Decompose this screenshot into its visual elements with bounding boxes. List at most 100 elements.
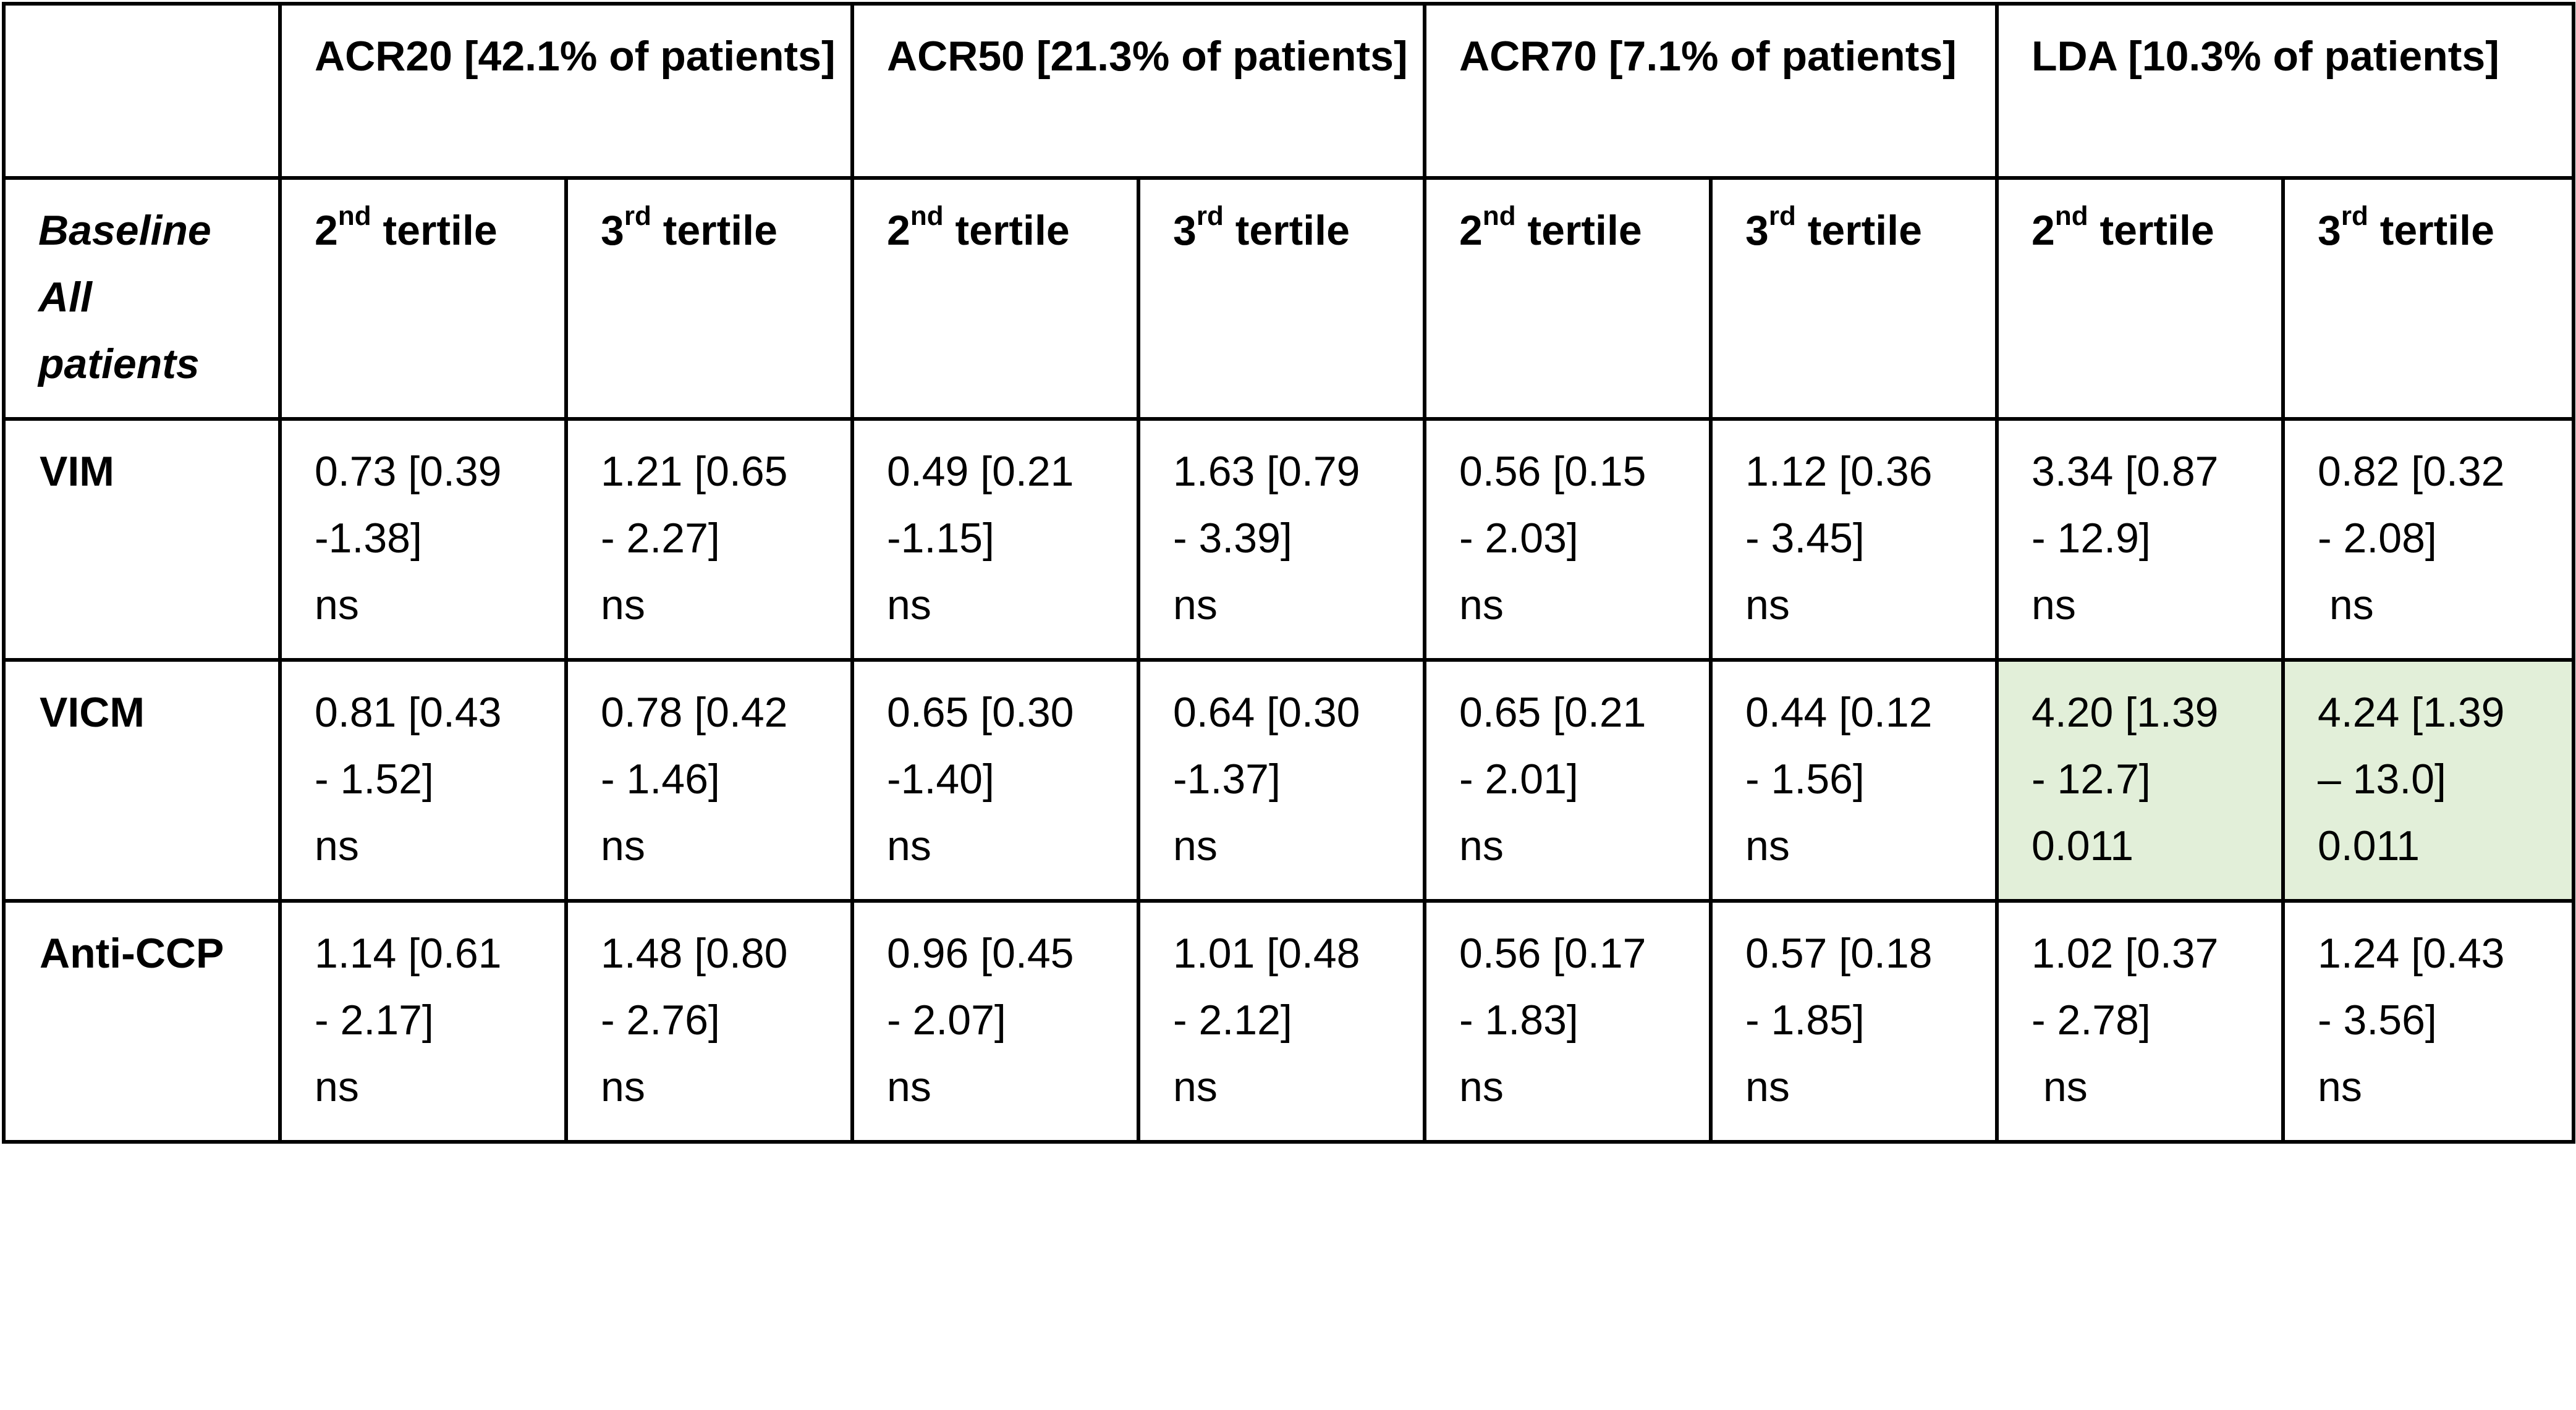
table-cell: 4.20 [1.39 - 12.7] 0.011 [1995, 658, 2285, 903]
cell-line: ns [2032, 1063, 2088, 1110]
table-cell: 1.48 [0.80 - 2.76] ns [564, 899, 854, 1144]
tertile-number: 3 [1173, 207, 1197, 254]
group-header-acr50: ACR50 [21.3% of patients] [850, 2, 1426, 180]
table-cell: 0.64 [0.30 -1.37] ns [1137, 658, 1426, 903]
cell-line: - 2.07] [887, 997, 1006, 1044]
cell-line: - 2.12] [1173, 997, 1292, 1044]
tertile-header-2nd: 2nd tertile [850, 176, 1140, 421]
cell-line: 1.14 [0.61 [315, 930, 502, 977]
cell-line: -1.15] [887, 515, 994, 562]
cell-line: - 2.01] [1459, 756, 1578, 803]
table-cell: 0.65 [0.30 -1.40] ns [850, 658, 1140, 903]
table-cell: 4.24 [1.39 – 13.0] 0.011 [2281, 658, 2575, 903]
cell-line: - 3.39] [1173, 515, 1292, 562]
cell-line: ns [1745, 581, 1790, 628]
cell-line: ns [315, 581, 359, 628]
tertile-header-3rd: 3rd tertile [1709, 176, 1999, 421]
cell-line: ns [2318, 1063, 2362, 1110]
tertile-ordinal-suffix: rd [624, 201, 651, 231]
corner-cell [2, 2, 282, 180]
cell-line: ns [1745, 1063, 1790, 1110]
group-header-row: ACR20 [42.1% of patients] ACR50 [21.3% o… [2, 2, 2575, 180]
table-cell: 0.49 [0.21 -1.15] ns [850, 417, 1140, 662]
table-cell: 1.63 [0.79 - 3.39] ns [1137, 417, 1426, 662]
cell-line: ns [1459, 581, 1504, 628]
cell-line: 0.96 [0.45 [887, 930, 1074, 977]
table-cell: 0.96 [0.45 - 2.07] ns [850, 899, 1140, 1144]
tertile-word: tertile [2368, 207, 2494, 254]
tertile-header-2nd: 2nd tertile [1423, 176, 1713, 421]
cell-line: 1.63 [0.79 [1173, 448, 1360, 495]
cell-line: 0.81 [0.43 [315, 689, 502, 736]
cell-line: - 1.46] [601, 756, 720, 803]
table-cell: 0.56 [0.17 - 1.83] ns [1423, 899, 1713, 1144]
cell-line: - 12.9] [2032, 515, 2151, 562]
cell-line: ns [1173, 1063, 1218, 1110]
tertile-header-3rd: 3rd tertile [1137, 176, 1426, 421]
table-row: VICM 0.81 [0.43 - 1.52] ns 0.78 [0.42 - 1.46]… [2, 658, 2575, 903]
table-row: Anti-CCP 1.14 [0.61 - 2.17] ns 1.48 [0.80 - 2… [2, 899, 2575, 1144]
cell-line: -1.38] [315, 515, 422, 562]
tertile-word: tertile [651, 207, 777, 254]
cell-line: ns [1459, 1063, 1504, 1110]
cell-line: - 2.76] [601, 997, 720, 1044]
cell-line: 4.20 [1.39 [2032, 689, 2219, 736]
tertile-word: tertile [1223, 207, 1350, 254]
tertile-word: tertile [371, 207, 498, 254]
tertile-ordinal-suffix: nd [2054, 201, 2088, 231]
group-header-acr70: ACR70 [7.1% of patients] [1423, 2, 1999, 180]
tertile-ordinal-suffix: rd [1196, 201, 1224, 231]
cell-line: ns [1459, 822, 1504, 869]
table-cell: 1.14 [0.61 - 2.17] ns [278, 899, 568, 1144]
table-cell: 0.82 [0.32 - 2.08] ns [2281, 417, 2575, 662]
cell-line: - 2.17] [315, 997, 434, 1044]
cell-line: - 2.08] [2318, 515, 2437, 562]
table-cell: 1.12 [0.36 - 3.45] ns [1709, 417, 1999, 662]
tertile-number: 3 [2318, 207, 2341, 254]
table-cell: 0.78 [0.42 - 1.46] ns [564, 658, 854, 903]
table-cell: 0.73 [0.39 -1.38] ns [278, 417, 568, 662]
baseline-label-line: All [38, 274, 92, 321]
tertile-word: tertile [2088, 207, 2214, 254]
cell-line: - 2.27] [601, 515, 720, 562]
cell-line: 0.64 [0.30 [1173, 689, 1360, 736]
cell-line: ns [887, 581, 931, 628]
cell-line: ns [887, 822, 931, 869]
cell-line: ns [887, 1063, 931, 1110]
tertile-ordinal-suffix: nd [910, 201, 944, 231]
cell-line: - 1.83] [1459, 997, 1578, 1044]
cell-line: ns [601, 1063, 645, 1110]
cell-line: ns [1745, 822, 1790, 869]
table-cell: 1.24 [0.43 - 3.56] ns [2281, 899, 2575, 1144]
tertile-header-row: Baseline All patients 2nd tertile 3rd te… [2, 176, 2575, 421]
row-label: Anti-CCP [2, 899, 282, 1144]
cell-line: 1.21 [0.65 [601, 448, 788, 495]
table-cell: 3.34 [0.87 - 12.9] ns [1995, 417, 2285, 662]
tertile-number: 2 [2032, 207, 2055, 254]
cell-line: 0.65 [0.30 [887, 689, 1074, 736]
cell-line: 4.24 [1.39 [2318, 689, 2505, 736]
tertile-header-2nd: 2nd tertile [278, 176, 568, 421]
cell-line: 0.49 [0.21 [887, 448, 1074, 495]
tertile-ordinal-suffix: nd [337, 201, 371, 231]
cell-line: 0.82 [0.32 [2318, 448, 2505, 495]
table-cell: 0.65 [0.21 - 2.01] ns [1423, 658, 1713, 903]
table-cell: 0.44 [0.12 - 1.56] ns [1709, 658, 1999, 903]
cell-line: 1.02 [0.37 [2032, 930, 2219, 977]
cell-line: - 1.85] [1745, 997, 1865, 1044]
cell-line: -1.37] [1173, 756, 1281, 803]
table-row: VIM 0.73 [0.39 -1.38] ns 1.21 [0.65 - 2.27] ns… [2, 417, 2575, 662]
cell-line: - 1.56] [1745, 756, 1865, 803]
cell-line: 0.56 [0.17 [1459, 930, 1646, 977]
results-table: ACR20 [42.1% of patients] ACR50 [21.3% o… [2, 2, 2575, 1144]
cell-line: 0.44 [0.12 [1745, 689, 1933, 736]
table-cell: 1.01 [0.48 - 2.12] ns [1137, 899, 1426, 1144]
tertile-ordinal-suffix: rd [1768, 201, 1796, 231]
tertile-number: 3 [601, 207, 624, 254]
table-cell: 1.21 [0.65 - 2.27] ns [564, 417, 854, 662]
tertile-word: tertile [943, 207, 1070, 254]
group-header-lda: LDA [10.3% of patients] [1995, 2, 2575, 180]
cell-line: ns [315, 1063, 359, 1110]
tertile-number: 2 [1459, 207, 1483, 254]
row-label: VICM [2, 658, 282, 903]
